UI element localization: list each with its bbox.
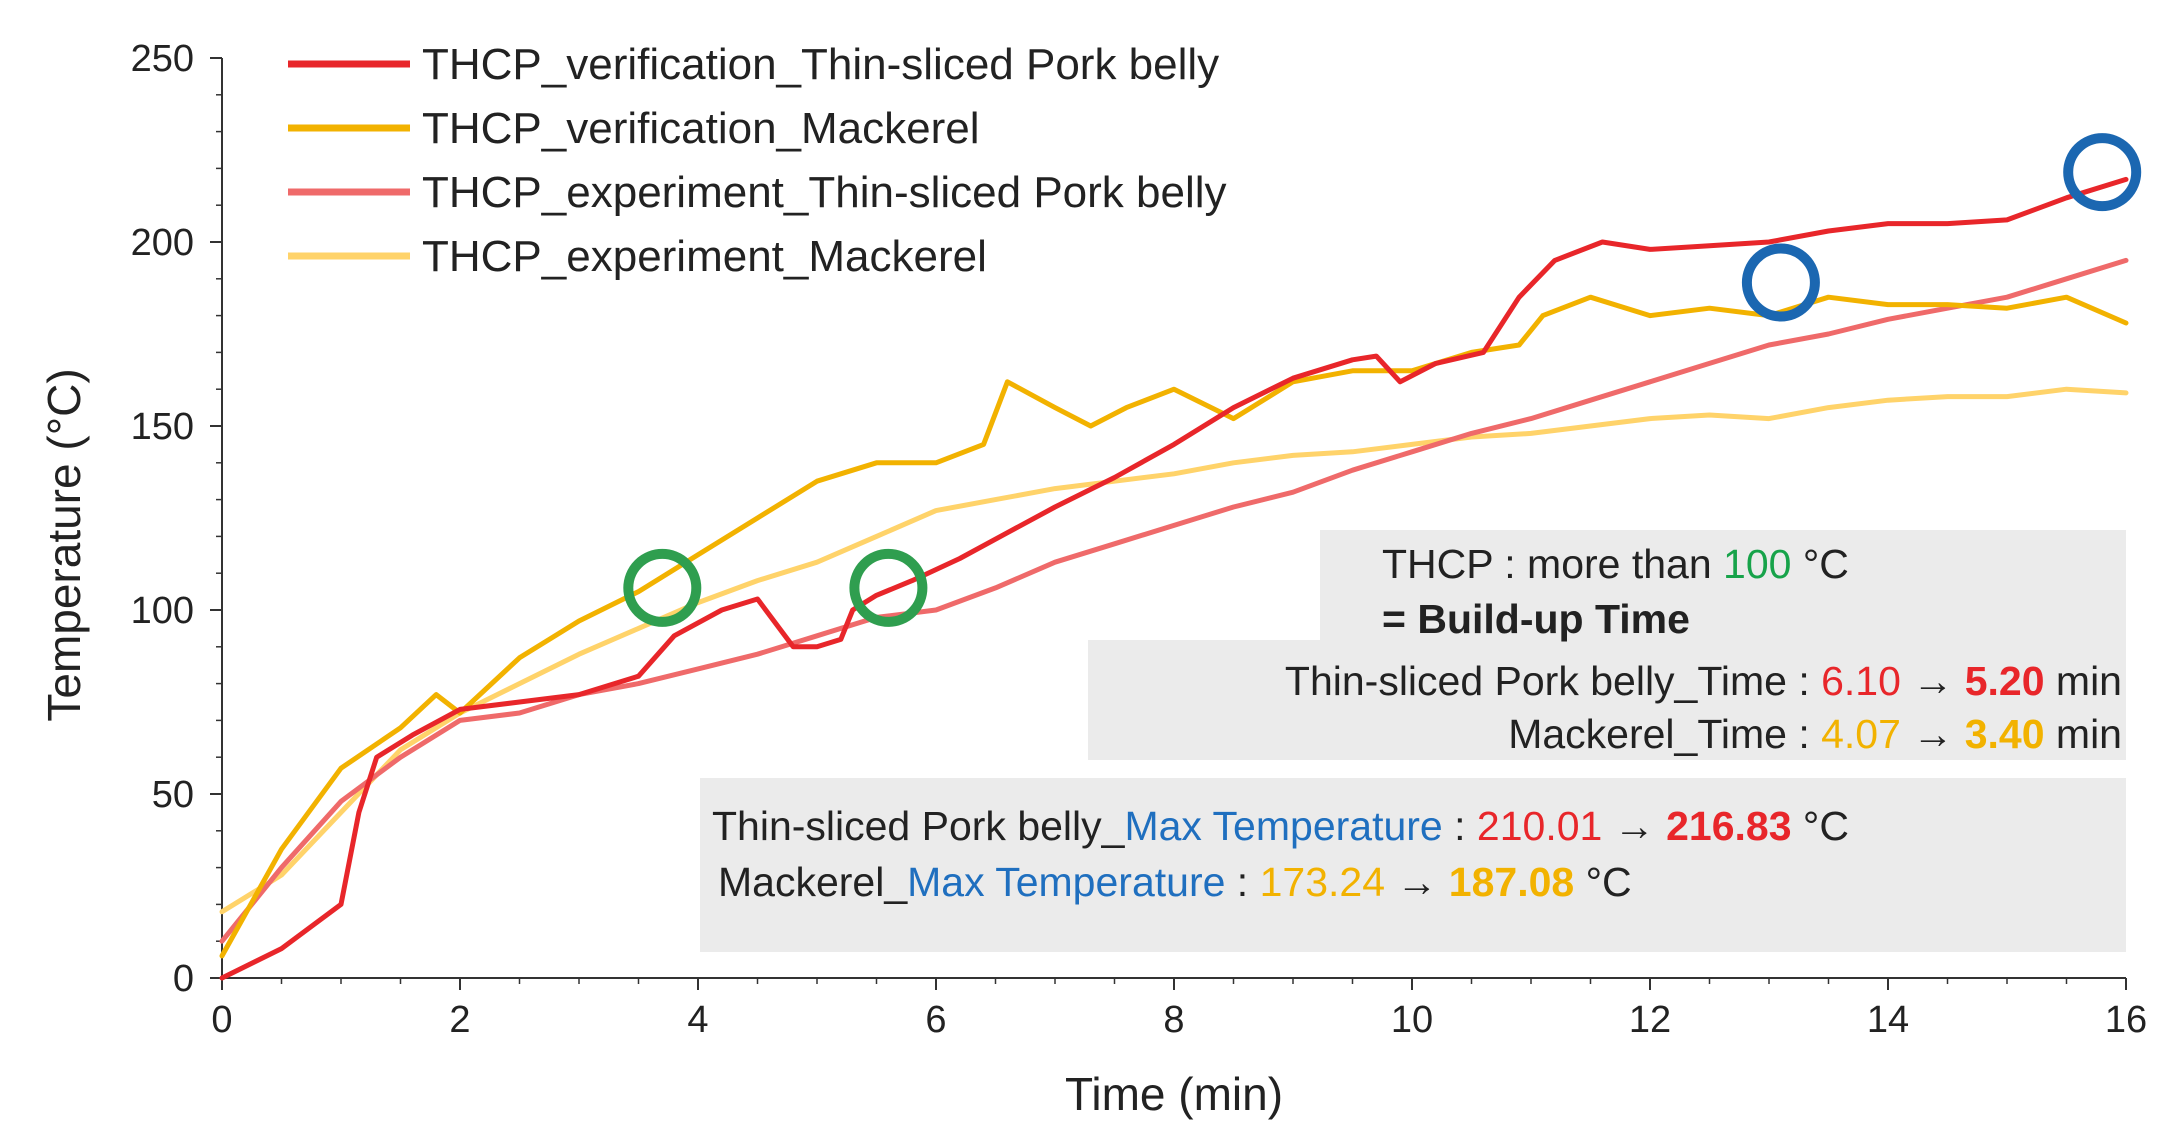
legend-label-series-2: THCP_verification_Mackerel — [422, 104, 980, 153]
maxtemp-pork-prefix: Thin-sliced Pork belly_ — [712, 803, 1126, 849]
maxtemp-mackerel-unit: °C — [1574, 859, 1631, 905]
buildup-annotation: THCP : more than 100 °C = Build-up Time … — [1285, 541, 2122, 757]
buildup-pork-line: Thin-sliced Pork belly_Time : 6.10 → 5.2… — [1285, 658, 2122, 704]
maxtemp-pork-sep: : — [1443, 803, 1477, 849]
highlight-circle-2 — [849, 548, 928, 627]
maxtemp-mackerel-new: 187.08 — [1449, 859, 1574, 905]
highlight-circle-1 — [623, 548, 702, 627]
buildup-pork-old: 6.10 — [1821, 658, 1901, 704]
highlight-circle-4 — [2063, 133, 2142, 212]
x-tick-label: 4 — [687, 999, 708, 1041]
buildup-mackerel-old: 4.07 — [1821, 711, 1901, 757]
axes: 0 50 100 150 200 250 0 2 4 6 8 10 12 14 16 — [131, 38, 2148, 1041]
x-axis-title: Time (min) — [1065, 1068, 1283, 1120]
maxtemp-pork-new: 216.83 — [1666, 803, 1791, 849]
x-tick-label: 2 — [449, 999, 470, 1041]
y-axis-title: Temperature (°C) — [38, 368, 90, 721]
series-line-1 — [219, 176, 2129, 981]
maxtemp-annotation: Thin-sliced Pork belly_Max Temperature :… — [712, 803, 1849, 905]
maxtemp-mackerel-prefix: Mackerel_ — [718, 859, 908, 905]
annotation-boxes — [700, 530, 2126, 952]
y-tick-label: 0 — [173, 958, 194, 1000]
buildup-pork-arrow: → — [1901, 658, 1965, 704]
buildup-line2: = Build-up Time — [1382, 596, 1690, 642]
buildup-pork-new: 5.20 — [1965, 658, 2045, 704]
buildup-line1-suffix: °C — [1791, 541, 1848, 587]
maxtemp-mackerel-old: 173.24 — [1260, 859, 1385, 905]
x-tick-label: 16 — [2105, 999, 2147, 1041]
y-tick-label: 200 — [131, 222, 194, 264]
legend-label-series-4: THCP_experiment_Mackerel — [422, 232, 987, 281]
buildup-mackerel-unit: min — [2045, 711, 2122, 757]
x-tick-label: 14 — [1867, 999, 1909, 1041]
y-tick-label: 250 — [131, 38, 194, 80]
maxtemp-mackerel-arrow: → — [1385, 859, 1449, 905]
series-lines — [219, 176, 2129, 981]
buildup-mackerel-arrow: → — [1901, 711, 1965, 757]
series-line-3 — [219, 257, 2129, 944]
maxtemp-pork-line: Thin-sliced Pork belly_Max Temperature :… — [712, 803, 1849, 849]
buildup-box — [1088, 530, 2126, 760]
maxtemp-mackerel-line: Mackerel_Max Temperature : 173.24 → 187.… — [718, 859, 1632, 905]
maxtemp-pork-unit: °C — [1792, 803, 1849, 849]
maxtemp-box — [700, 778, 2126, 952]
buildup-pork-label: Thin-sliced Pork belly_Time : — [1285, 658, 1821, 704]
buildup-mackerel-new: 3.40 — [1965, 711, 2045, 757]
y-tick-label: 50 — [152, 774, 194, 816]
x-tick-label: 6 — [925, 999, 946, 1041]
maxtemp-pork-arrow: → — [1602, 803, 1666, 849]
buildup-pork-unit: min — [2045, 658, 2122, 704]
x-tick-label: 8 — [1163, 999, 1184, 1041]
markers — [623, 133, 2142, 627]
y-tick-label: 100 — [131, 590, 194, 632]
legend-label-series-1: THCP_verification_Thin-sliced Pork belly — [422, 40, 1219, 89]
buildup-mackerel-line: Mackerel_Time : 4.07 → 3.40 min — [1508, 711, 2122, 757]
maxtemp-pork-old: 210.01 — [1477, 803, 1602, 849]
maxtemp-pork-key: Max Temperature — [1124, 803, 1442, 849]
buildup-mackerel-label: Mackerel_Time : — [1508, 711, 1821, 757]
x-tick-label: 10 — [1391, 999, 1433, 1041]
buildup-line1-prefix: THCP : more than — [1382, 541, 1723, 587]
y-tick-label: 150 — [131, 406, 194, 448]
series-line-4 — [219, 386, 2129, 915]
maxtemp-mackerel-key: Max Temperature — [907, 859, 1225, 905]
highlight-circle-3 — [1741, 243, 1820, 322]
x-tick-label: 12 — [1629, 999, 1671, 1041]
buildup-threshold-value: 100 — [1723, 541, 1791, 587]
legend-label-series-3: THCP_experiment_Thin-sliced Pork belly — [422, 168, 1227, 217]
legend: THCP_verification_Thin-sliced Pork belly… — [288, 40, 1227, 281]
x-tick-label: 0 — [211, 999, 232, 1041]
maxtemp-mackerel-sep: : — [1225, 859, 1259, 905]
buildup-line1: THCP : more than 100 °C — [1382, 541, 1849, 587]
